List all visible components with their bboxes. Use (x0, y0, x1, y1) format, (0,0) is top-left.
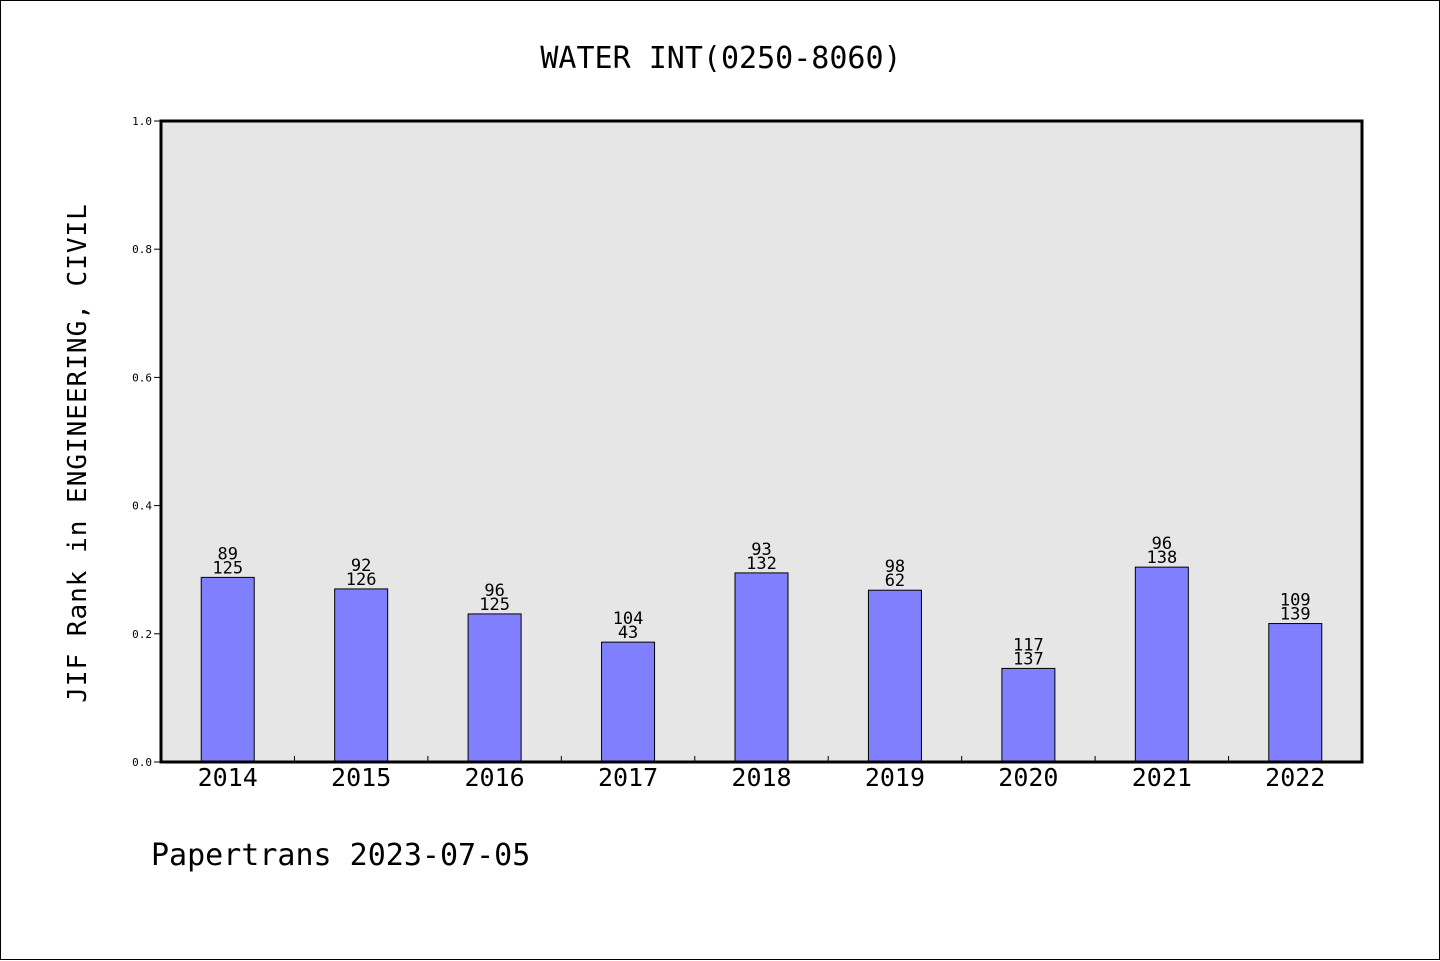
bar-total-label: 137 (1013, 649, 1044, 669)
bar-2021 (1134, 566, 1189, 763)
x-ticks-group: 2014 2015 2016 2017 2018 2019 2020 2021 2022 (198, 756, 1325, 792)
chart-title: WATER INT(0250-8060) (540, 41, 901, 76)
x-tick-label: 2016 (465, 763, 525, 792)
bar-2016 (467, 613, 522, 763)
bar-total-label: 132 (746, 554, 777, 574)
bar-total-label: 125 (479, 595, 510, 615)
bar-total-label: 139 (1280, 605, 1311, 625)
x-tick-label: 2022 (1265, 763, 1325, 792)
bar-rank-label: 92 (351, 556, 371, 576)
bar-total-label: 43 (618, 623, 638, 643)
x-tick-label: 2017 (598, 763, 658, 792)
bar-rank-label: 117 (1013, 635, 1044, 655)
bar-rank-label: 96 (484, 581, 504, 601)
bar-total-label: 138 (1146, 548, 1177, 568)
footer-credit: Papertrans 2023-07-05 (151, 838, 530, 873)
plot-border (159, 119, 1364, 764)
bar-total-label: 62 (885, 571, 905, 591)
x-tick-label: 2018 (731, 763, 791, 792)
y-ticks-group: 0.0 0.2 0.4 0.6 0.8 1.0 (132, 115, 161, 769)
bar-2020 (1001, 667, 1056, 763)
bar-2018 (734, 572, 789, 763)
x-tick-label: 2021 (1132, 763, 1192, 792)
bar-2019 (867, 589, 922, 763)
bar-rank-label: 104 (613, 609, 644, 629)
bar-rank-label: 93 (751, 540, 771, 560)
bar-rank-label: 98 (885, 557, 905, 577)
x-tick-label: 2019 (865, 763, 925, 792)
bar-2017 (601, 641, 656, 763)
bar-2014 (200, 576, 255, 763)
bar-rank-label: 109 (1280, 591, 1311, 611)
y-tick-label: 0.8 (132, 243, 152, 256)
y-axis-label: JIF Rank in ENGINEERING, CIVIL (63, 203, 93, 703)
y-tick-label: 0.0 (132, 756, 152, 769)
bar-total-label: 126 (346, 570, 377, 590)
x-tick-label: 2020 (998, 763, 1058, 792)
bar-2022 (1268, 623, 1323, 763)
x-tick-label: 2015 (331, 763, 391, 792)
bar-rank-label: 96 (1152, 534, 1172, 554)
y-tick-label: 0.4 (132, 500, 152, 513)
bar-total-label: 125 (212, 558, 243, 578)
bar-rank-label: 89 (217, 544, 237, 564)
y-tick-label: 0.2 (132, 628, 152, 641)
x-tick-label: 2014 (198, 763, 258, 792)
y-tick-label: 1.0 (132, 115, 152, 128)
bar-2015 (334, 588, 389, 763)
y-tick-label: 0.6 (132, 371, 152, 384)
